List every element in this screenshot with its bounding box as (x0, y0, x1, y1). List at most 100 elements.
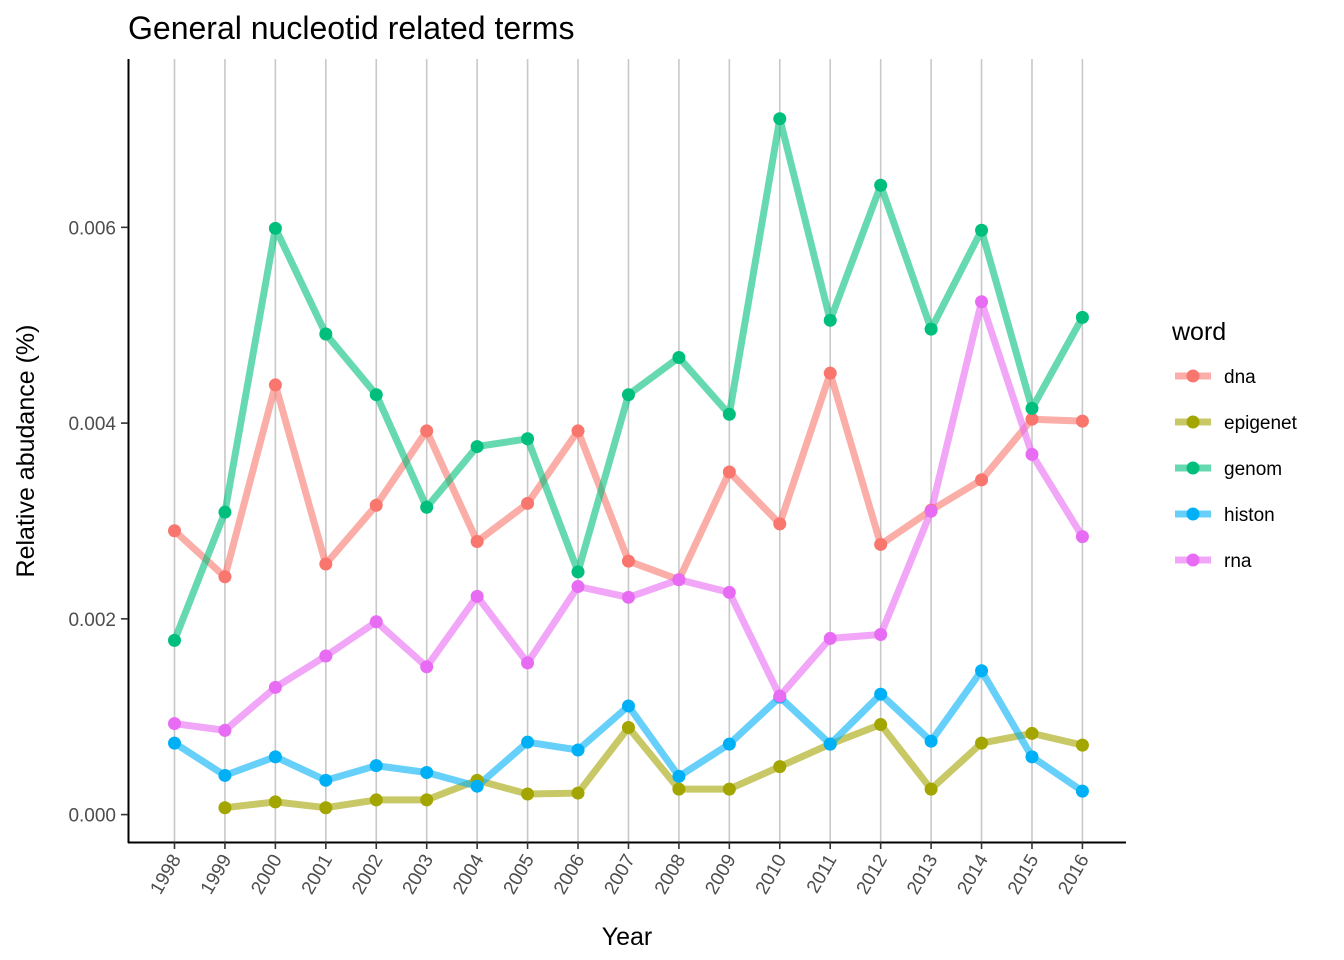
point-rna-2002 (369, 615, 383, 629)
point-histon-2003 (420, 766, 434, 780)
x-tick-label-1999: 1999 (197, 851, 236, 898)
point-rna-2005 (521, 656, 535, 670)
x-tick-label-2007: 2007 (600, 851, 639, 898)
point-genom-2011 (823, 313, 837, 327)
x-tick-label-2002: 2002 (348, 851, 387, 898)
point-histon-2007 (621, 699, 635, 713)
point-histon-2015 (1025, 750, 1039, 764)
x-tick-label-2016: 2016 (1054, 851, 1093, 898)
point-rna-2013 (924, 504, 938, 518)
point-histon-2006 (571, 743, 585, 757)
point-epigenet-2009 (722, 782, 736, 796)
point-epigenet-2015 (1025, 726, 1039, 740)
point-genom-2001 (319, 327, 333, 341)
point-histon-2001 (319, 773, 333, 787)
point-rna-2016 (1075, 530, 1089, 544)
point-histon-2004 (470, 779, 484, 793)
x-tick-label-2015: 2015 (1004, 851, 1043, 898)
legend: word dna epigenet genom histon rna (1171, 318, 1298, 572)
y-axis-title: Relative abudance (%) (12, 325, 40, 578)
point-genom-2015 (1025, 401, 1039, 415)
point-rna-2010 (773, 689, 787, 703)
point-genom-2012 (874, 178, 888, 192)
point-dna-2007 (621, 554, 635, 568)
point-rna-2001 (319, 649, 333, 663)
point-dna-2014 (975, 473, 989, 487)
point-genom-2014 (975, 223, 989, 237)
x-tick-label-2001: 2001 (298, 851, 337, 898)
point-genom-2007 (621, 388, 635, 402)
point-histon-2002 (369, 759, 383, 773)
point-epigenet-2008 (672, 782, 686, 796)
point-dna-2015 (1025, 412, 1039, 426)
point-genom-2010 (773, 112, 787, 126)
legend-label-rna: rna (1224, 551, 1252, 572)
point-genom-2009 (722, 407, 736, 421)
point-genom-1999 (218, 505, 232, 519)
point-histon-2011 (823, 737, 837, 751)
point-rna-2006 (571, 580, 585, 594)
point-genom-2000 (268, 221, 282, 235)
point-genom-2006 (571, 565, 585, 579)
point-epigenet-2014 (975, 736, 989, 750)
point-histon-1999 (218, 768, 232, 782)
point-epigenet-2016 (1075, 738, 1089, 752)
point-genom-1998 (168, 633, 181, 647)
point-epigenet-2013 (924, 782, 938, 796)
legend-key-point-histon (1186, 507, 1200, 521)
point-dna-2003 (420, 424, 434, 438)
series-line-epigenet (224, 721, 1084, 812)
point-rna-2003 (420, 660, 434, 674)
point-rna-2011 (823, 631, 837, 645)
x-tick-label-2005: 2005 (500, 851, 539, 898)
y-tick-label-0.002: 0.002 (68, 610, 116, 631)
x-tick-label-1998: 1998 (147, 851, 186, 898)
point-genom-2004 (470, 440, 484, 454)
point-epigenet-2002 (369, 793, 383, 807)
point-histon-2005 (521, 735, 535, 749)
point-rna-1998 (168, 717, 181, 731)
x-tick-label-2004: 2004 (449, 851, 489, 898)
point-histon-2008 (672, 769, 686, 783)
point-epigenet-2006 (571, 786, 585, 800)
point-dna-1998 (168, 524, 181, 538)
point-genom-2003 (420, 500, 434, 514)
x-tick-label-2011: 2011 (803, 851, 842, 897)
point-rna-2014 (975, 295, 989, 309)
point-genom-2013 (924, 322, 938, 336)
point-rna-2007 (621, 590, 635, 604)
point-epigenet-2010 (773, 760, 787, 774)
point-genom-2016 (1075, 310, 1089, 324)
point-histon-2000 (268, 750, 282, 764)
point-rna-2004 (470, 589, 484, 603)
x-tick-label-2009: 2009 (701, 851, 740, 898)
legend-label-genom: genom (1224, 459, 1282, 480)
point-dna-1999 (218, 570, 232, 584)
point-dna-2004 (470, 535, 484, 549)
legend-label-histon: histon (1224, 505, 1275, 526)
point-histon-2009 (722, 737, 736, 751)
point-histon-1998 (168, 736, 181, 750)
point-rna-2000 (268, 680, 282, 694)
x-tick-label-2006: 2006 (550, 851, 589, 898)
y-ticks: 0.000 0.002 0.004 0.006 (68, 218, 128, 827)
point-epigenet-2012 (874, 718, 888, 732)
point-rna-1999 (218, 723, 232, 737)
x-tick-label-2010: 2010 (752, 851, 791, 898)
point-epigenet-2003 (420, 793, 434, 807)
x-ticks: 1998 1999 2000 2001 2002 2003 2004 2005 2006 2007… (147, 842, 1094, 898)
point-dna-2005 (521, 496, 535, 510)
point-dna-2012 (874, 537, 888, 551)
point-genom-2008 (672, 351, 686, 365)
x-tick-label-2012: 2012 (853, 851, 892, 898)
point-dna-2010 (773, 517, 787, 531)
point-genom-2002 (369, 388, 383, 402)
point-dna-2011 (823, 366, 837, 380)
legend-key-point-rna (1186, 553, 1200, 567)
x-tick-label-2008: 2008 (651, 851, 690, 898)
point-epigenet-2007 (621, 720, 635, 734)
point-dna-2000 (268, 378, 282, 392)
legend-label-epigenet: epigenet (1224, 413, 1298, 434)
legend-label-dna: dna (1224, 367, 1256, 388)
point-epigenet-1999 (218, 801, 232, 815)
